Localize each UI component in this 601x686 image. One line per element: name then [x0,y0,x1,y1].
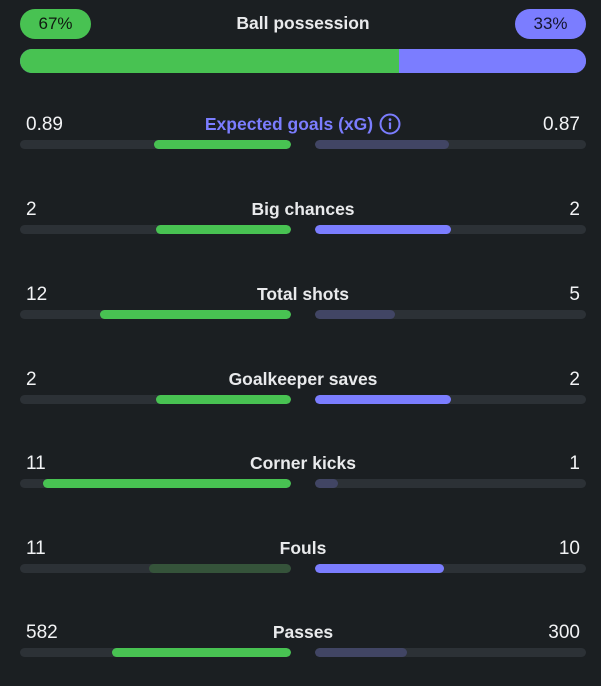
stat-bar-away-fill [315,310,395,319]
stat-bar-away-fill [315,140,449,149]
possession-bar [20,49,586,73]
stat-bar-home-fill [155,395,291,404]
stat-label: Expected goals (xG) [204,114,374,134]
stat-bar-away [315,140,586,149]
stat-bar-away-fill [315,225,451,234]
stat-bar-away-fill [315,648,408,657]
stat-bar-away [315,564,586,573]
stat-row-expected-goals: 0.89 Expected goals (xG) 0.87 [0,113,601,174]
possession-bar-home [20,49,400,73]
stat-home-value: 11 [26,453,46,474]
possession-title: Ball possession [236,13,370,33]
stat-bar-home-fill [149,564,291,573]
stat-away-value: 0.87 [543,114,580,135]
stat-bar-away-fill [315,395,451,404]
stat-home-value: 582 [26,622,58,643]
stat-row-fouls: 11 Fouls 10 [0,538,601,598]
stat-bar-home [20,395,291,404]
stat-row-corner-kicks: 11 Corner kicks 1 [0,453,601,513]
possession-bar-away [399,49,586,73]
stat-label: Goalkeeper saves [228,369,378,389]
stat-away-value: 2 [569,199,580,220]
stat-bar-home [20,140,291,149]
stat-bar-away [315,225,586,234]
stat-label: Big chances [251,199,355,219]
stat-bar-home-fill [112,648,291,657]
stat-bar-home [20,479,291,488]
stat-home-value: 2 [26,369,37,390]
stat-bar-home [20,310,291,319]
stat-bar-away [315,648,586,657]
stat-home-value: 0.89 [26,114,63,135]
stat-bar-home-fill [155,225,291,234]
stat-bar-home-fill [42,479,291,488]
stat-bar-home-fill [99,310,291,319]
stat-bar-home [20,564,291,573]
stat-bar-away [315,479,586,488]
stat-row-passes: 582 Passes 300 [0,622,601,682]
stat-bar-away [315,395,586,404]
stat-away-value: 2 [569,369,580,390]
stat-label: Fouls [279,538,327,558]
stat-row-goalkeeper-saves: 2 Goalkeeper saves 2 [0,369,601,429]
stat-bar-away-fill [315,479,338,488]
stat-label: Corner kicks [249,453,357,473]
stat-label-container: Expected goals (xG) [0,113,601,135]
stat-bar-home [20,648,291,657]
stat-label: Total shots [256,284,350,304]
stat-home-value: 12 [26,284,48,305]
away-possession-badge: 33% [515,9,586,39]
stat-row-big-chances: 2 Big chances 2 [0,199,601,259]
stat-bar-away [315,310,586,319]
stat-bar-away-fill [315,564,445,573]
info-circle-icon[interactable] [379,113,401,135]
stat-away-value: 300 [548,622,580,643]
stat-bar-home-fill [153,140,291,149]
stat-away-value: 1 [569,453,580,474]
stat-home-value: 11 [26,538,46,559]
stat-away-value: 10 [558,538,580,559]
stat-row-total-shots: 12 Total shots 5 [0,284,601,344]
stat-bar-home [20,225,291,234]
stat-away-value: 5 [569,284,580,305]
stat-home-value: 2 [26,199,37,220]
home-possession-badge: 67% [20,9,91,39]
stat-label: Passes [272,622,334,642]
